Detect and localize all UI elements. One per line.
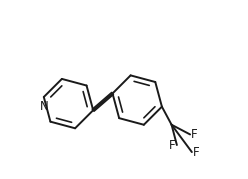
Text: N: N — [39, 100, 48, 113]
Text: F: F — [191, 128, 198, 141]
Text: F: F — [193, 146, 199, 159]
Text: F: F — [168, 139, 175, 151]
